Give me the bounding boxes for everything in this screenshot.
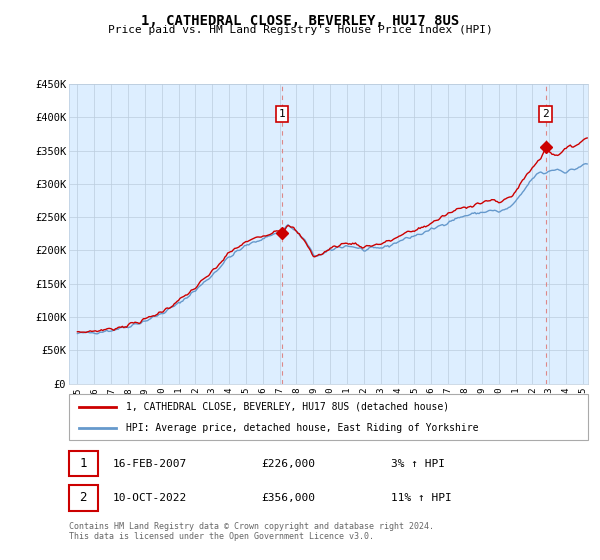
Text: 1, CATHEDRAL CLOSE, BEVERLEY, HU17 8US: 1, CATHEDRAL CLOSE, BEVERLEY, HU17 8US — [141, 14, 459, 28]
Text: HPI: Average price, detached house, East Riding of Yorkshire: HPI: Average price, detached house, East… — [126, 423, 479, 433]
FancyBboxPatch shape — [69, 451, 98, 477]
Text: £226,000: £226,000 — [261, 459, 315, 469]
Text: 3% ↑ HPI: 3% ↑ HPI — [391, 459, 445, 469]
Text: 11% ↑ HPI: 11% ↑ HPI — [391, 493, 452, 503]
Text: 2: 2 — [542, 109, 549, 119]
Text: £356,000: £356,000 — [261, 493, 315, 503]
FancyBboxPatch shape — [69, 485, 98, 511]
Text: Price paid vs. HM Land Registry's House Price Index (HPI): Price paid vs. HM Land Registry's House … — [107, 25, 493, 35]
Text: 1: 1 — [278, 109, 285, 119]
Text: 1: 1 — [80, 457, 87, 470]
Text: 16-FEB-2007: 16-FEB-2007 — [113, 459, 187, 469]
Text: Contains HM Land Registry data © Crown copyright and database right 2024.
This d: Contains HM Land Registry data © Crown c… — [69, 522, 434, 542]
Text: 2: 2 — [80, 492, 87, 505]
Text: 10-OCT-2022: 10-OCT-2022 — [113, 493, 187, 503]
Text: 1, CATHEDRAL CLOSE, BEVERLEY, HU17 8US (detached house): 1, CATHEDRAL CLOSE, BEVERLEY, HU17 8US (… — [126, 402, 449, 412]
FancyBboxPatch shape — [69, 394, 588, 440]
